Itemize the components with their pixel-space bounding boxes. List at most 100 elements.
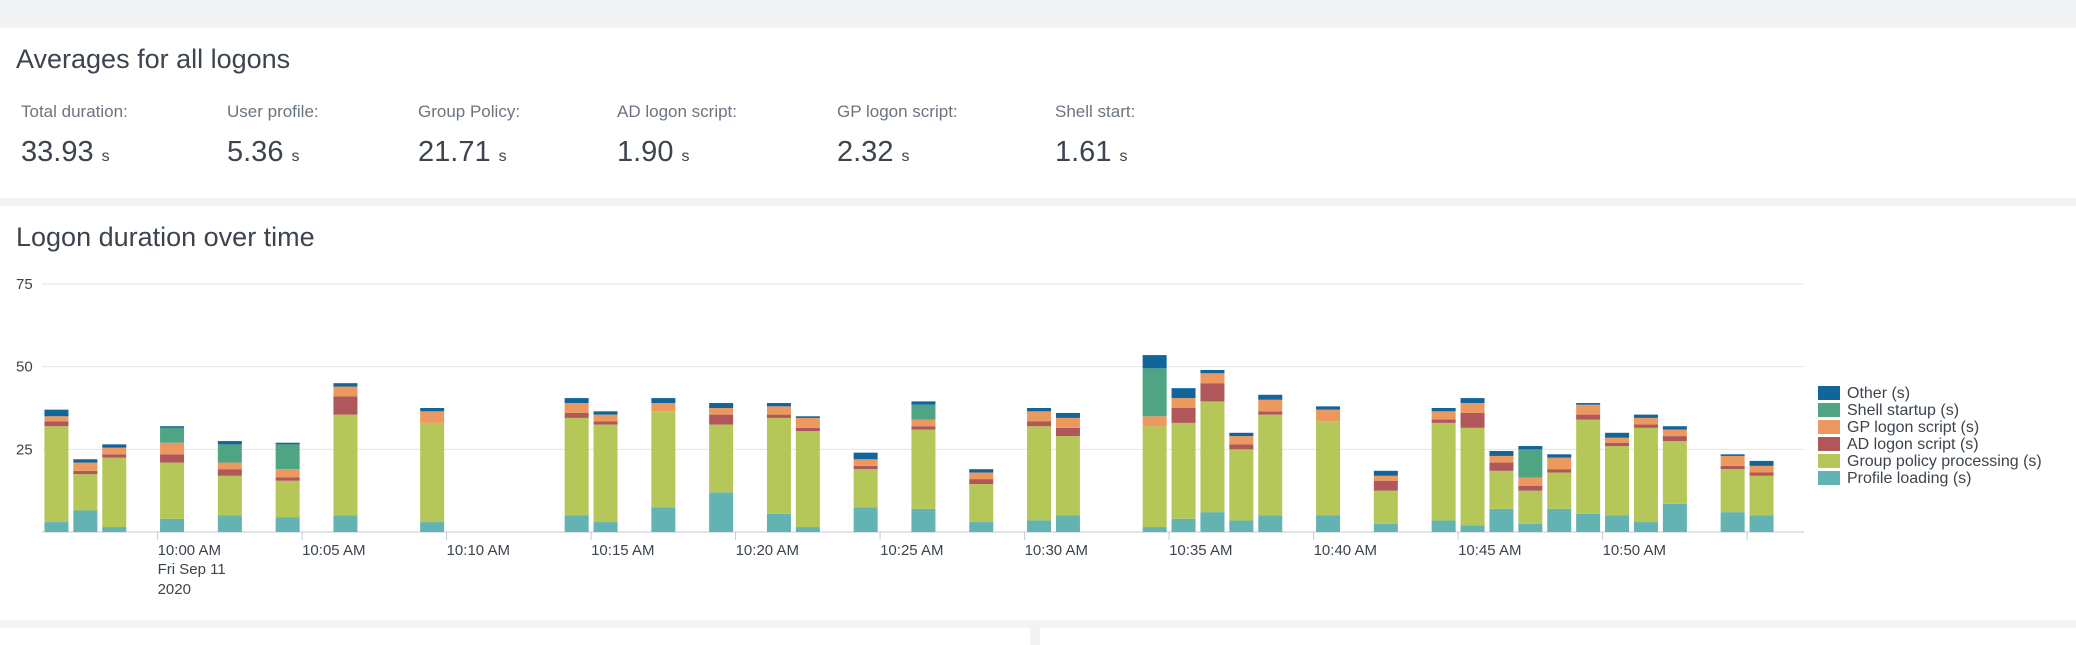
- bar-segment-shell: [275, 444, 300, 470]
- y-tick-label: 75: [16, 276, 33, 293]
- bar-segment-other: [1258, 394, 1283, 400]
- bar-segment-gp_script: [969, 472, 994, 480]
- bar-segment-gp_processing: [853, 469, 878, 508]
- bar-segment-gp_processing: [795, 431, 820, 528]
- bar-segment-gp_script: [1662, 429, 1687, 437]
- bar-segment-gp_processing: [1229, 449, 1254, 521]
- bar-segment-gp_script: [1605, 437, 1630, 443]
- bar-segment-profile: [709, 492, 734, 532]
- bar-segment-gp_script: [1229, 436, 1254, 445]
- bar-segment-gp_processing: [275, 480, 300, 518]
- stat-value: 21.71 s: [418, 136, 520, 169]
- bar-segment-other: [1605, 432, 1630, 438]
- bar-segment-gp_processing: [1547, 472, 1572, 509]
- bar-segment-shell: [160, 427, 185, 443]
- x-tick-year: 2020: [158, 581, 191, 598]
- bar-segment-ad_script: [564, 412, 589, 418]
- legend-label-shell: Shell startup (s): [1847, 402, 1959, 419]
- stat-label: User profile:: [227, 102, 319, 121]
- bar-segment-profile: [1142, 527, 1167, 532]
- bar-segment-gp_processing: [911, 429, 936, 509]
- bar-segment-gp_processing: [1662, 441, 1687, 504]
- bar-segment-gp_processing: [1720, 469, 1745, 513]
- bar-segment-gp_script: [795, 417, 820, 428]
- bar-segment-ad_script: [1055, 427, 1080, 437]
- bottom-left-panel: [0, 628, 1030, 645]
- bar-segment-ad_script: [1749, 472, 1774, 476]
- x-tick-label: 10:25 AM: [880, 542, 943, 559]
- bar-segment-profile: [1605, 515, 1630, 532]
- bar-segment-profile: [1662, 503, 1687, 532]
- bar-segment-gp_processing: [593, 424, 618, 523]
- bar-segment-other: [593, 411, 618, 415]
- bar-segment-profile: [1055, 515, 1080, 532]
- legend-label-profile: Profile loading (s): [1847, 470, 1972, 487]
- x-tick-date: Fri Sep 11: [158, 561, 226, 578]
- bar-segment-gp_processing: [766, 417, 791, 514]
- x-tick-label: 10:00 AM: [158, 542, 221, 559]
- bar-segment-profile: [1171, 518, 1196, 532]
- bar-segment-profile: [1258, 515, 1283, 532]
- bar-segment-other: [969, 469, 994, 473]
- bar-segment-gp_processing: [1749, 475, 1774, 516]
- bar-segment-profile: [1633, 522, 1658, 532]
- bar-segment-profile: [217, 515, 242, 532]
- stat-value: 33.93 s: [21, 136, 128, 169]
- bar-segment-gp_processing: [73, 474, 98, 511]
- bar-segment-gp_processing: [160, 462, 185, 519]
- bar-segment-profile: [1720, 512, 1745, 532]
- bar-segment-shell: [217, 444, 242, 463]
- bar-segment-gp_processing: [709, 424, 734, 493]
- bar-segment-ad_script: [160, 454, 185, 463]
- bar-segment-profile: [1489, 508, 1514, 532]
- bar-segment-other: [1749, 460, 1774, 466]
- bar-segment-gp_script: [1200, 373, 1225, 384]
- bar-segment-ad_script: [275, 477, 300, 481]
- averages-panel: Averages for all logons Total duration: …: [0, 28, 2076, 198]
- stat-label: Total duration:: [21, 102, 128, 121]
- x-tick-label: 10:15 AM: [591, 542, 654, 559]
- chart-title: Logon duration over time: [16, 222, 315, 252]
- bar-segment-gp_processing: [651, 411, 676, 508]
- bar-segment-ad_script: [333, 396, 358, 415]
- bar-segment-shell: [1518, 449, 1543, 478]
- bar-segment-gp_processing: [1431, 422, 1456, 521]
- averages-title: Averages for all logons: [16, 44, 291, 74]
- stat-unit: s: [498, 148, 507, 165]
- bar-segment-gp_script: [1171, 398, 1196, 408]
- bar-segment-gp_script: [766, 406, 791, 415]
- bar-segment-other: [217, 441, 242, 445]
- bar-segment-other: [1720, 454, 1745, 456]
- bar-segment-other: [275, 442, 300, 445]
- bar-segment-ad_script: [1460, 412, 1485, 428]
- bar-segment-gp_script: [44, 416, 69, 422]
- bar-segment-gp_script: [1460, 403, 1485, 413]
- stat-total-duration: Total duration: 33.93 s: [21, 102, 128, 169]
- y-tick-label: 50: [16, 359, 33, 376]
- x-tick-label: 10:45 AM: [1458, 542, 1521, 559]
- bar-segment-gp_script: [1431, 411, 1456, 420]
- stat-label: Shell start:: [1055, 102, 1136, 121]
- bar-segment-profile: [1316, 515, 1341, 532]
- bar-segment-gp_processing: [333, 414, 358, 516]
- bar-segment-gp_script: [853, 459, 878, 466]
- stat-gp-logon-script: GP logon script: 2.32 s: [837, 102, 958, 169]
- bar-segment-profile: [102, 527, 127, 532]
- bar-segment-other: [73, 459, 98, 463]
- bar-segment-gp_script: [160, 442, 185, 455]
- bar-segment-ad_script: [1662, 436, 1687, 442]
- bar-segment-profile: [564, 515, 589, 532]
- bar-segment-ad_script: [1373, 480, 1398, 491]
- bar-segment-profile: [1576, 513, 1601, 532]
- bar-segment-other: [1373, 470, 1398, 476]
- bar-segment-other: [795, 416, 820, 418]
- bar-segment-other: [1576, 403, 1601, 405]
- bar-segment-profile: [1547, 508, 1572, 532]
- bar-segment-profile: [593, 522, 618, 532]
- bar-segment-ad_script: [766, 414, 791, 418]
- legend-label-ad_script: AD logon script (s): [1847, 436, 1979, 453]
- y-tick-label: 25: [16, 441, 33, 458]
- bar-segment-profile: [73, 510, 98, 532]
- bar-segment-other: [1316, 406, 1341, 410]
- bar-segment-gp_script: [593, 414, 618, 422]
